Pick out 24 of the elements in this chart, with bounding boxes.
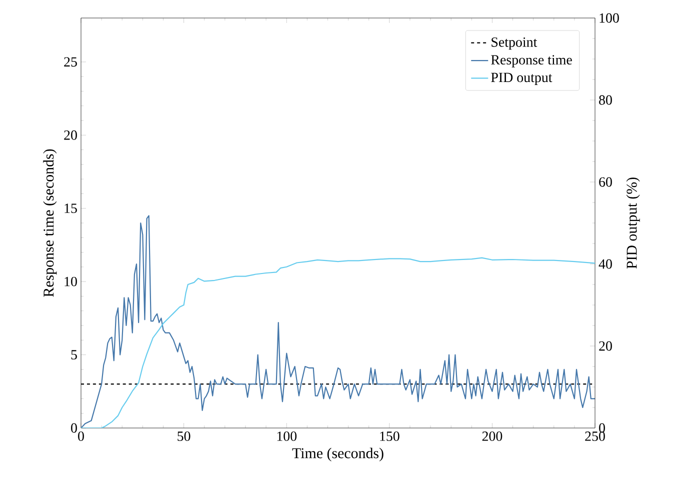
y2-tick-label: 0 xyxy=(599,423,605,433)
x-tick-label: 200 xyxy=(482,432,502,441)
x-tick-label: 250 xyxy=(585,432,605,441)
y2-tick-label: 20 xyxy=(599,341,612,351)
y-tick-label: 25 xyxy=(64,57,77,67)
y2-tick-label: 100 xyxy=(600,13,619,23)
y2-tick-label: 40 xyxy=(598,259,612,269)
y2-axis-title: PID output (%) xyxy=(626,178,640,269)
x-tick-label: 150 xyxy=(380,432,400,441)
y-tick-label: 5 xyxy=(71,350,77,360)
y-axis-title: Response time (seconds) xyxy=(43,149,57,297)
legend-label: Response time xyxy=(491,55,572,68)
x-tick-label: 0 xyxy=(78,432,84,441)
y-tick-label: 15 xyxy=(64,204,77,214)
x-tick-label: 100 xyxy=(277,432,297,441)
y2-tick-label: 60 xyxy=(599,177,612,187)
y2-tick-label: 80 xyxy=(599,95,612,105)
y-tick-label: 20 xyxy=(64,130,77,140)
x-axis-title: Time (seconds) xyxy=(292,448,384,462)
x-tick-label: 50 xyxy=(178,432,190,441)
legend-label: Setpoint xyxy=(492,37,538,50)
y-tick-label: 10 xyxy=(64,276,77,286)
y-tick-label: 0 xyxy=(71,423,77,433)
legend-label: PID output xyxy=(491,72,552,85)
